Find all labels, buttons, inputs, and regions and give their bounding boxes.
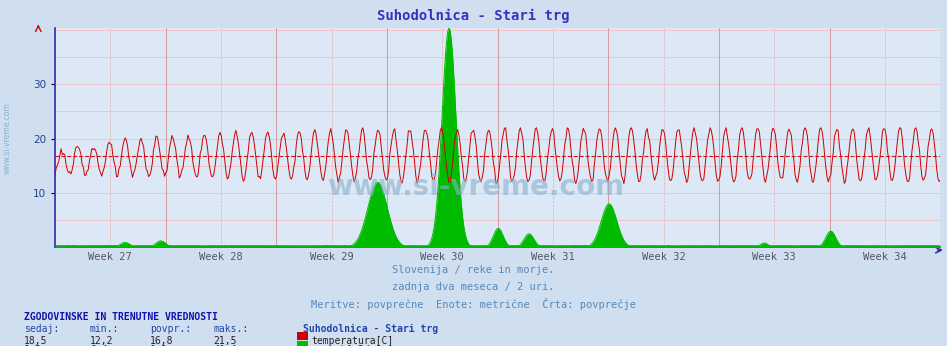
Text: Suhodolnica - Stari trg: Suhodolnica - Stari trg (303, 324, 438, 334)
Text: min.:: min.: (90, 324, 119, 334)
Text: 21,5: 21,5 (213, 336, 237, 346)
Text: www.si-vreme.com: www.si-vreme.com (3, 102, 12, 174)
Text: 0,5: 0,5 (24, 345, 42, 346)
Text: www.si-vreme.com: www.si-vreme.com (327, 173, 624, 201)
Text: 0,4: 0,4 (90, 345, 108, 346)
Text: Suhodolnica - Stari trg: Suhodolnica - Stari trg (377, 9, 570, 23)
Text: Week 34: Week 34 (863, 252, 907, 262)
Text: zadnja dva meseca / 2 uri.: zadnja dva meseca / 2 uri. (392, 282, 555, 292)
Text: Week 30: Week 30 (420, 252, 464, 262)
Text: 12,2: 12,2 (90, 336, 114, 346)
Text: pretok[m3/s]: pretok[m3/s] (312, 345, 382, 346)
Text: Week 28: Week 28 (199, 252, 242, 262)
Text: Meritve: povprečne  Enote: metrične  Črta: povprečje: Meritve: povprečne Enote: metrične Črta:… (311, 298, 636, 310)
Text: maks.:: maks.: (213, 324, 248, 334)
Text: Week 31: Week 31 (531, 252, 575, 262)
Text: 18,5: 18,5 (24, 336, 47, 346)
Text: povpr.:: povpr.: (150, 324, 190, 334)
Text: 16,8: 16,8 (150, 336, 173, 346)
Text: sedaj:: sedaj: (24, 324, 59, 334)
Text: Week 32: Week 32 (642, 252, 686, 262)
Text: 0,9: 0,9 (150, 345, 168, 346)
Text: Week 33: Week 33 (753, 252, 796, 262)
Text: temperatura[C]: temperatura[C] (312, 336, 394, 346)
Text: Slovenija / reke in morje.: Slovenija / reke in morje. (392, 265, 555, 275)
Text: Week 29: Week 29 (310, 252, 353, 262)
Text: Week 27: Week 27 (88, 252, 133, 262)
Text: ZGODOVINSKE IN TRENUTNE VREDNOSTI: ZGODOVINSKE IN TRENUTNE VREDNOSTI (24, 312, 218, 322)
Text: 40,4: 40,4 (213, 345, 237, 346)
